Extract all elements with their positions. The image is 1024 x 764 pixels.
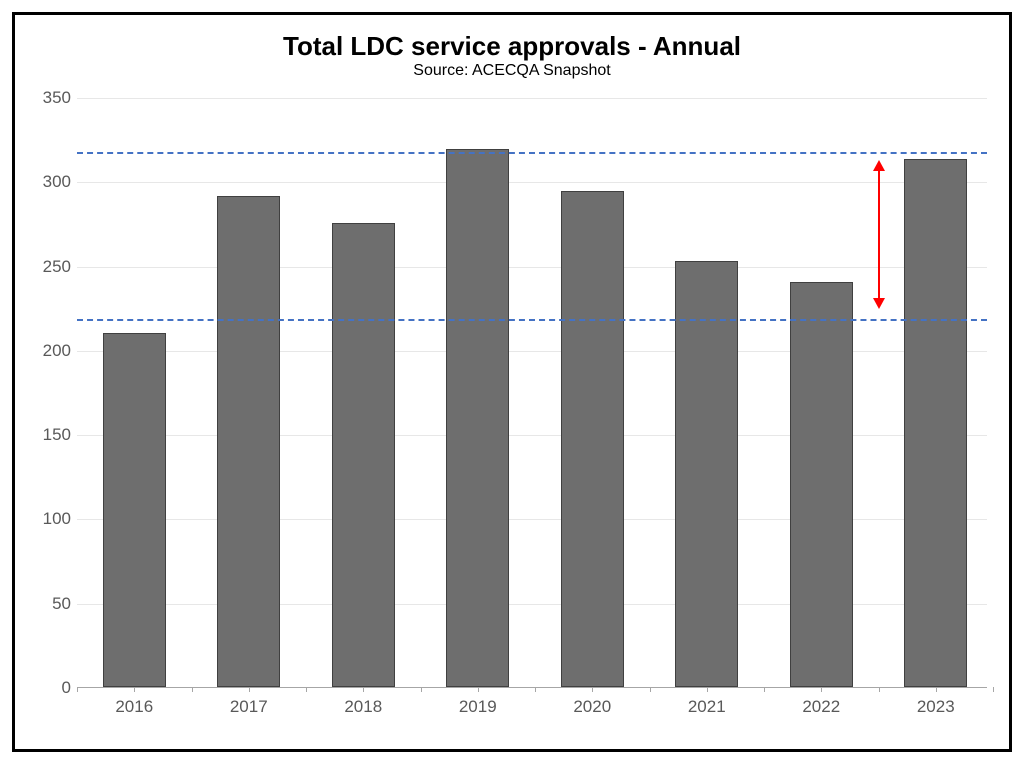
x-tick-label: 2017 [230, 687, 268, 717]
x-tick-label: 2018 [344, 687, 382, 717]
arrow-head-up [873, 160, 885, 171]
bar [103, 333, 166, 687]
arrow-head-down [873, 298, 885, 309]
x-tick-mark [421, 687, 422, 692]
bar [675, 261, 738, 687]
x-tick-label: 2020 [573, 687, 611, 717]
x-tick-mark [764, 687, 765, 692]
reference-line [77, 319, 987, 321]
x-tick-mark [77, 687, 78, 692]
y-tick-label: 250 [43, 257, 77, 277]
bar [332, 223, 395, 687]
arrow-shaft [878, 171, 880, 297]
x-tick-label: 2023 [917, 687, 955, 717]
x-tick-label: 2021 [688, 687, 726, 717]
chart-frame: Total LDC service approvals - Annual Sou… [12, 12, 1012, 752]
x-tick-mark [650, 687, 651, 692]
chart-title: Total LDC service approvals - Annual [15, 31, 1009, 62]
x-tick-label: 2016 [115, 687, 153, 717]
bar [904, 159, 967, 687]
chart-subtitle: Source: ACECQA Snapshot [15, 62, 1009, 80]
y-tick-label: 350 [43, 88, 77, 108]
reference-line [77, 152, 987, 154]
bar [446, 149, 509, 687]
bar [561, 191, 624, 687]
y-tick-label: 50 [52, 594, 77, 614]
bar [217, 196, 280, 687]
y-tick-label: 200 [43, 341, 77, 361]
x-tick-mark [535, 687, 536, 692]
gridline [77, 267, 987, 268]
y-tick-label: 150 [43, 425, 77, 445]
x-tick-label: 2022 [802, 687, 840, 717]
gridline [77, 182, 987, 183]
bar [790, 282, 853, 687]
y-tick-label: 300 [43, 172, 77, 192]
x-tick-mark [192, 687, 193, 692]
x-tick-mark [306, 687, 307, 692]
y-tick-label: 0 [62, 678, 77, 698]
x-tick-mark [879, 687, 880, 692]
x-tick-label: 2019 [459, 687, 497, 717]
x-tick-mark [993, 687, 994, 692]
gridline [77, 98, 987, 99]
y-tick-label: 100 [43, 509, 77, 529]
plot-area: 0501001502002503003502016201720182019202… [77, 98, 987, 688]
